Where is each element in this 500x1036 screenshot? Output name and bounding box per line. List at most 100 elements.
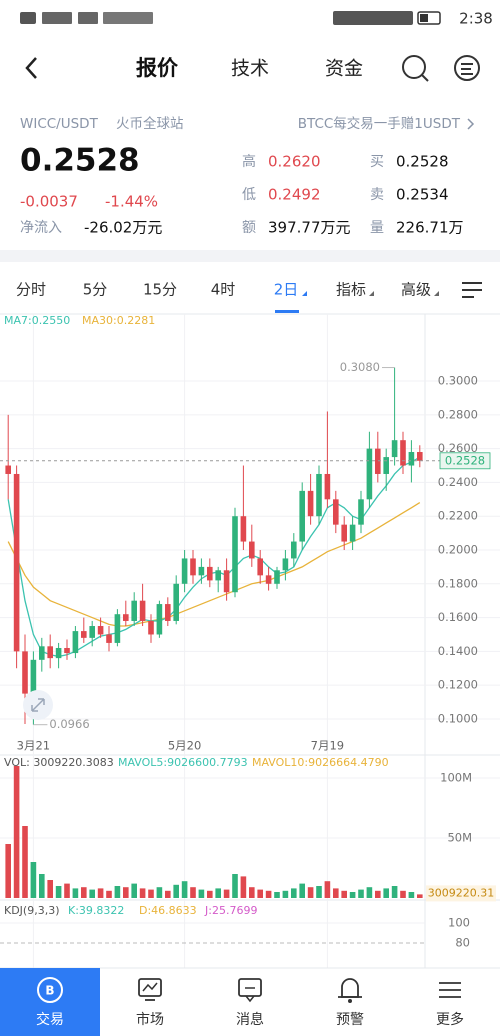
stat-value: 0.2620: [268, 153, 321, 171]
volume-bar: [232, 874, 238, 898]
back-button[interactable]: [25, 57, 37, 79]
candle-body: [282, 558, 289, 571]
candle-body: [307, 490, 314, 517]
volume-bar: [64, 883, 70, 898]
nav-tab[interactable]: 资金: [325, 58, 363, 80]
candle-body: [114, 614, 121, 643]
candle-body: [64, 647, 70, 654]
volume-bar: [123, 887, 129, 898]
ma30-line: [7, 501, 421, 627]
stat-label: 高: [242, 153, 256, 170]
menu-button[interactable]: [454, 55, 480, 81]
period-tab-active[interactable]: 2日: [274, 281, 299, 299]
candle-body: [123, 614, 129, 621]
candle-body: [81, 631, 87, 638]
settings-button[interactable]: [462, 282, 482, 298]
volume-bar: [299, 883, 305, 898]
change: -0.0037: [20, 193, 78, 211]
kdj-d: D:46.8633: [139, 904, 197, 917]
candle-body: [148, 620, 154, 635]
volume-bar: [257, 889, 263, 898]
y-tick-label: 0.1200: [438, 678, 478, 692]
stat-label: 卖: [370, 187, 384, 203]
low-label: 0.0966: [49, 717, 89, 731]
stat-value: 0.2492: [268, 186, 321, 204]
vol-legend: VOL: 3009220.3083: [4, 756, 114, 769]
volume-bar: [22, 826, 28, 898]
candle-body: [55, 647, 62, 659]
expand-icon: [31, 698, 45, 712]
volume-bar: [215, 888, 221, 898]
nav-icon: [439, 982, 461, 998]
period-tab[interactable]: 指标: [336, 281, 366, 299]
period-tab[interactable]: 高级: [401, 281, 431, 299]
volume-bar: [47, 880, 53, 898]
volume-bar: [291, 888, 297, 898]
ma7-legend: MA7:0.2550: [4, 314, 70, 327]
candle-body: [139, 600, 146, 621]
volume-bar: [375, 890, 381, 898]
candle-body: [232, 516, 238, 593]
search-button[interactable]: [402, 55, 429, 82]
dropdown-caret: [302, 291, 307, 296]
volume-bar: [139, 888, 146, 898]
volume-last-box: [426, 885, 496, 902]
volume-bar: [39, 874, 45, 898]
candle-body: [316, 473, 322, 517]
candle-body: [274, 570, 280, 584]
menu-icon: [454, 55, 480, 81]
y-tick-label: 0.2800: [438, 407, 478, 421]
nav-tab[interactable]: 技术: [231, 58, 269, 80]
volume-bar: [106, 890, 112, 898]
volume-bar: [333, 888, 339, 898]
volume-last-label: 3009220.31: [428, 886, 494, 899]
volume-bar: [30, 862, 37, 898]
battery-level: [420, 14, 428, 22]
promo[interactable]: BTCC每交易一手赠1USDT: [298, 115, 461, 132]
battery: [417, 11, 441, 25]
volume-bar: [417, 894, 423, 898]
nav-label[interactable]: 市场: [136, 1011, 164, 1028]
kdj-j: J:25.7699: [204, 904, 257, 917]
candle-body: [207, 566, 213, 581]
candle-body: [400, 440, 406, 466]
expand-button[interactable]: [23, 690, 53, 720]
active-underline: [275, 310, 299, 313]
volume-bar: [190, 887, 196, 898]
nav-label[interactable]: 消息: [236, 1011, 264, 1028]
nav-label[interactable]: 更多: [436, 1011, 464, 1028]
period-tab[interactable]: 分时: [16, 281, 46, 299]
stat-value: 226.71万: [396, 219, 464, 237]
kdj-k: K:39.8322: [68, 904, 124, 917]
nav-tab[interactable]: 报价: [136, 56, 179, 80]
nav-label[interactable]: 交易: [36, 1011, 64, 1028]
period-tab[interactable]: 15分: [143, 281, 177, 299]
stat-label: 量: [370, 220, 384, 236]
period-tab[interactable]: 5分: [83, 281, 108, 299]
exchange[interactable]: 火币全球站: [116, 115, 184, 132]
candle-body: [257, 558, 263, 576]
quote: WICC/USDT 火币全球站 BTCC每交易一手赠1USDT 0.2528 -…: [20, 115, 475, 237]
net-inflow: -26.02万元: [84, 219, 162, 237]
candle-body: [165, 604, 171, 621]
period-tab[interactable]: 4时: [211, 281, 236, 299]
nav-label[interactable]: 预警: [336, 1012, 364, 1028]
candle-body: [13, 473, 20, 652]
candle-body: [324, 473, 331, 500]
y-tick-label: 0.1400: [438, 644, 478, 658]
status-icon: [78, 12, 98, 24]
volume-bar: [148, 889, 154, 898]
nav-icon: [348, 999, 352, 1003]
search-icon: [402, 55, 426, 79]
dropdown-caret: [434, 291, 439, 296]
volume-bar: [282, 890, 289, 898]
volume-bar: [324, 881, 331, 898]
stat-value: 0.2534: [396, 186, 449, 204]
volume-bar: [207, 890, 213, 898]
candle-body: [5, 465, 11, 474]
x-tick-label: 7月19: [311, 739, 344, 753]
y-tick-label: 0.1000: [438, 711, 478, 725]
nav-icon: [37, 977, 63, 1003]
candle-body: [47, 646, 53, 659]
